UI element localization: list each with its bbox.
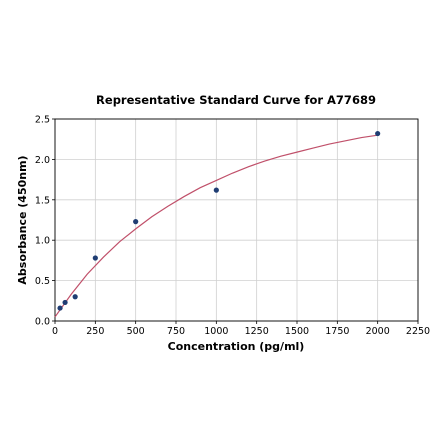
- y-tick-label: 1.5: [35, 195, 50, 206]
- y-tick-label: 2.0: [35, 155, 50, 166]
- x-tick-label: 1000: [204, 326, 228, 337]
- y-tick-labels: 0.0 0.5 1.0 1.5 2.0 2.5: [35, 115, 50, 328]
- data-point: [375, 130, 381, 137]
- y-tick-label: 0.5: [35, 276, 50, 287]
- data-points: [57, 130, 381, 311]
- x-tick-label: 0: [52, 326, 58, 337]
- ticks: [52, 118, 419, 324]
- fit-curve-line: [54, 134, 378, 318]
- y-tick-label: 1.0: [35, 236, 50, 247]
- x-tick-label: 2000: [366, 326, 390, 337]
- y-tick-label: 0.0: [35, 317, 50, 328]
- x-tick-label: 1750: [325, 326, 349, 337]
- x-tick-label: 2250: [406, 326, 430, 337]
- data-point: [57, 305, 63, 311]
- data-point: [92, 255, 98, 261]
- x-tick-label: 1250: [245, 326, 269, 337]
- data-point: [62, 299, 68, 306]
- y-axis-label: Absorbance (450nm): [16, 155, 29, 284]
- x-tick-labels: 0 250 500 750 1000 1250 1500 1750 2000 2250: [52, 326, 430, 337]
- y-tick-label: 2.5: [35, 115, 50, 126]
- plot-frame: [54, 118, 419, 322]
- grid-lines: [54, 118, 419, 322]
- x-axis-label: Concentration (pg/ml): [168, 340, 305, 353]
- x-tick-label: 250: [86, 326, 104, 337]
- data-point: [133, 219, 139, 225]
- x-tick-label: 1500: [285, 326, 309, 337]
- x-tick-label: 750: [167, 326, 185, 337]
- data-point: [213, 187, 219, 193]
- x-tick-label: 500: [127, 326, 145, 337]
- data-point: [72, 294, 78, 300]
- chart-title: Representative Standard Curve for A77689: [96, 93, 376, 107]
- fit-curve: [54, 134, 378, 318]
